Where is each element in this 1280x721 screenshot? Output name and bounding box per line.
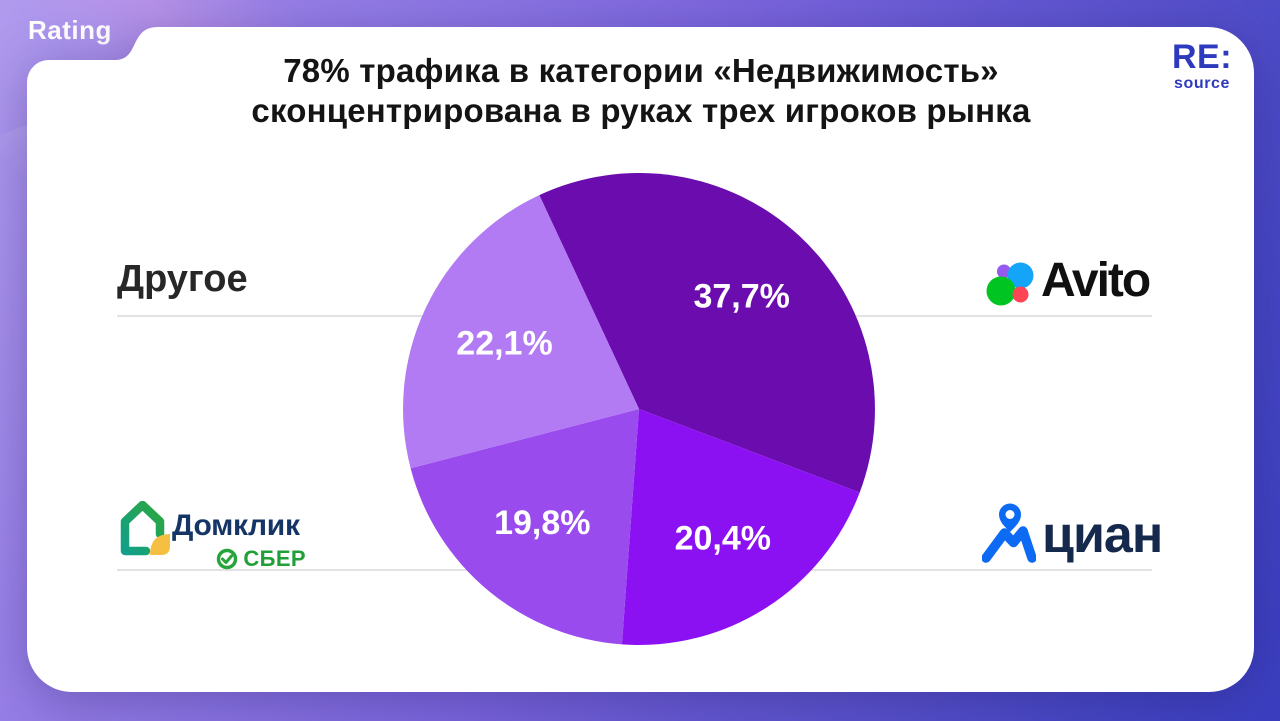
avito-circle-red — [1012, 286, 1029, 303]
page-title-line1: 78% трафика в категории «Недвижимость» — [283, 52, 999, 89]
pie-slice-циан — [621, 409, 860, 646]
pie-label-Другое: 22,1% — [456, 325, 552, 363]
cian-person-icon — [982, 526, 1036, 563]
domclick-logo-text: Домклик — [172, 509, 300, 542]
domclick-house-icon — [120, 501, 170, 556]
avito-circle-purple — [997, 264, 1011, 279]
avito-logo-icon — [986, 262, 1034, 306]
house-outline — [120, 501, 165, 556]
house-fold — [150, 534, 170, 555]
avito-logo-text: Avito — [1041, 254, 1151, 307]
resource-logo-main: RE: — [1171, 38, 1233, 76]
pie-slice-Домклик — [410, 409, 639, 645]
pie-chart: 37,7% 20,4% 19,8% 22,1% — [403, 173, 875, 646]
resource-logo-sub: source — [1173, 75, 1231, 92]
page-title: 78% трафика в категории «Недвижимость» с… — [27, 51, 1255, 131]
cian-logo-icon — [982, 503, 1036, 563]
avito-circle-green — [986, 276, 1016, 306]
pie-label-циан: 20,4% — [675, 519, 771, 557]
pie-label-Avito: 37,7% — [693, 277, 789, 315]
sber-logo-text: СБЕР — [243, 546, 306, 571]
pie-label-Домклик: 19,8% — [494, 504, 590, 542]
pie-slice-Другое — [403, 195, 639, 469]
pie-slice-Avito — [539, 173, 875, 493]
cian-logo-text: циан — [1042, 506, 1163, 564]
sber-badge: СБЕР — [172, 546, 306, 572]
avito-circle-blue — [1007, 262, 1034, 289]
cian-pin-hole — [1005, 510, 1015, 519]
rating-badge: Rating — [28, 15, 112, 45]
sber-check-icon — [217, 548, 238, 570]
label-other: Другое — [117, 258, 248, 300]
resource-logo: RE: source — [1158, 40, 1246, 93]
page-title-line2: сконцентрирована в руках трех игроков ры… — [251, 92, 1031, 129]
